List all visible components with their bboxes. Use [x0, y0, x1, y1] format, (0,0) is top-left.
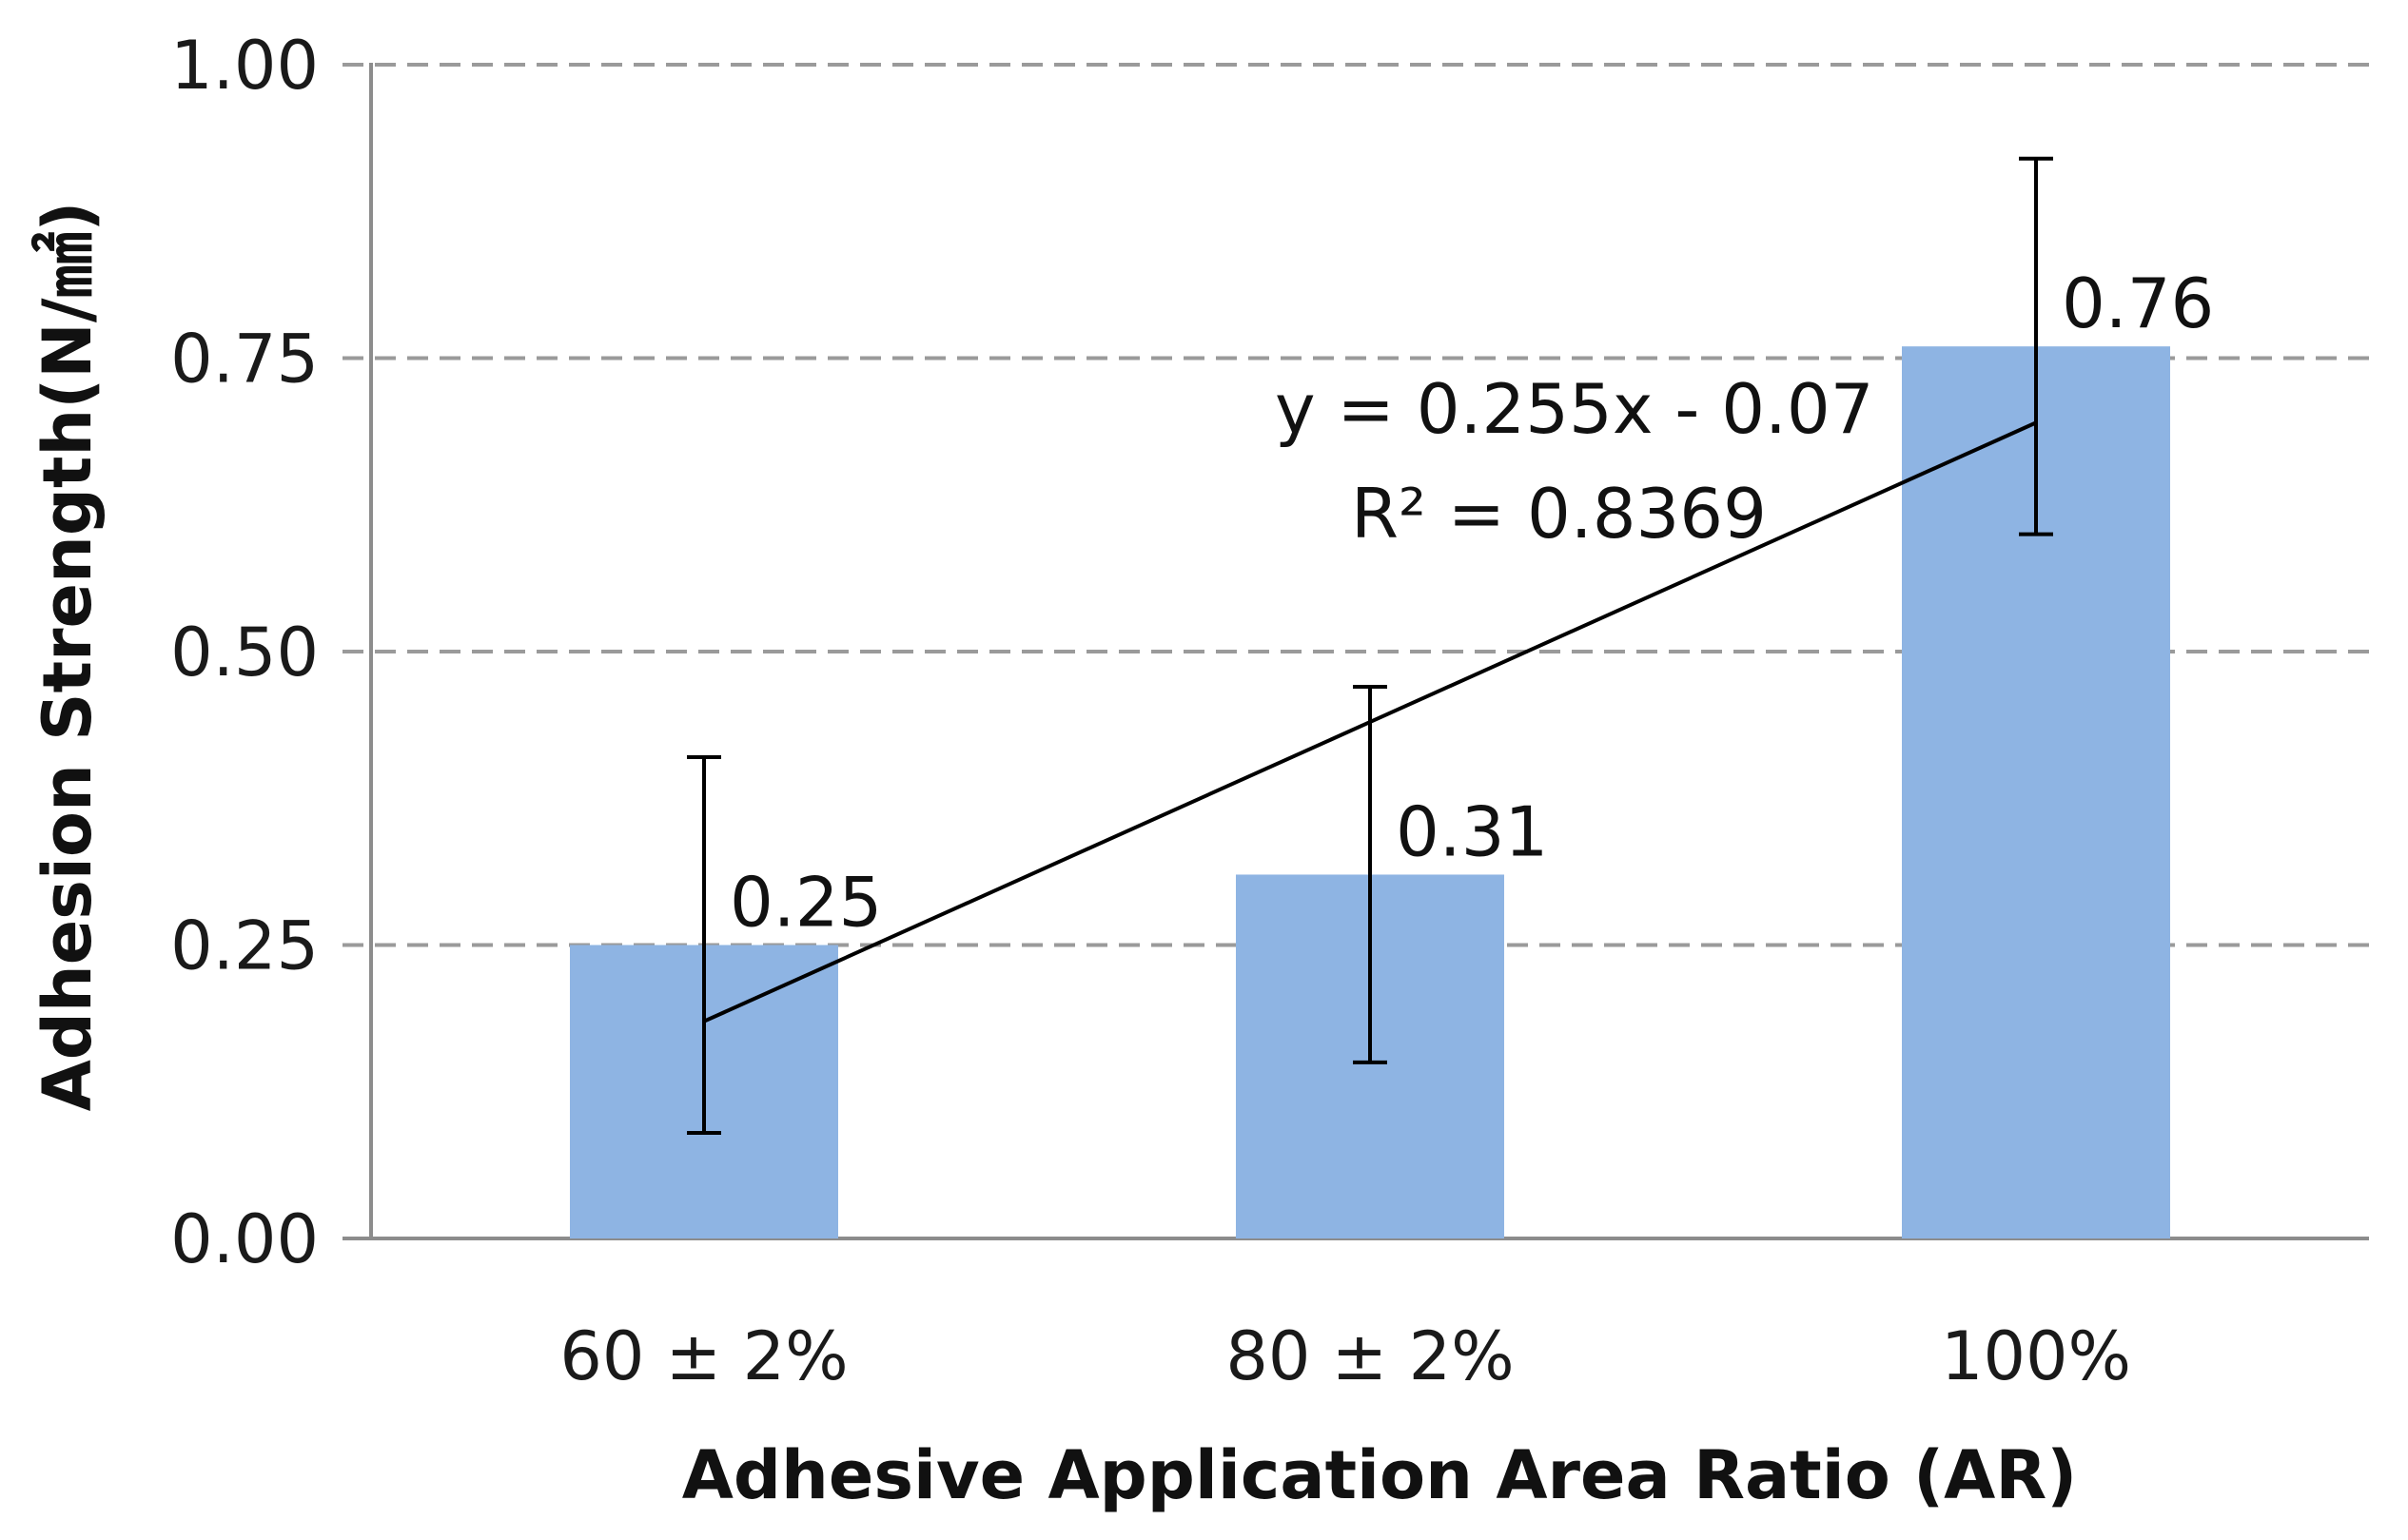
x-tick-label: 80 ± 2%	[1225, 1317, 1514, 1395]
y-axis-title: Adhesion Strength(N/㎟)	[29, 202, 107, 1112]
error-bar	[687, 755, 721, 1135]
data-label: 0.76	[2062, 263, 2214, 343]
data-label: 0.31	[1396, 791, 1548, 871]
y-tick-label: 1.00	[170, 27, 319, 105]
error-bars	[687, 156, 2053, 1135]
y-tick-label: 0.50	[170, 614, 319, 692]
error-bar	[1353, 685, 1387, 1064]
y-tick-label: 0.00	[170, 1200, 319, 1278]
error-bar	[2019, 156, 2053, 536]
x-tick-label: 60 ± 2%	[559, 1317, 848, 1395]
labels: 0.00 0.25 0.50 0.75 1.00 60 ± 2% 80 ± 2% 100% 0.…	[170, 27, 2214, 1395]
trendline-equation: y = 0.255x - 0.07	[1275, 369, 1874, 449]
y-tick-label: 0.25	[170, 907, 319, 985]
data-label: 0.25	[730, 863, 882, 943]
x-axis-title: Adhesive Application Area Ratio (AR)	[682, 1436, 2077, 1514]
trendline-r-squared: R² = 0.8369	[1351, 474, 1767, 554]
x-tick-label: 100%	[1941, 1317, 2131, 1395]
y-tick-label: 0.75	[170, 321, 319, 399]
